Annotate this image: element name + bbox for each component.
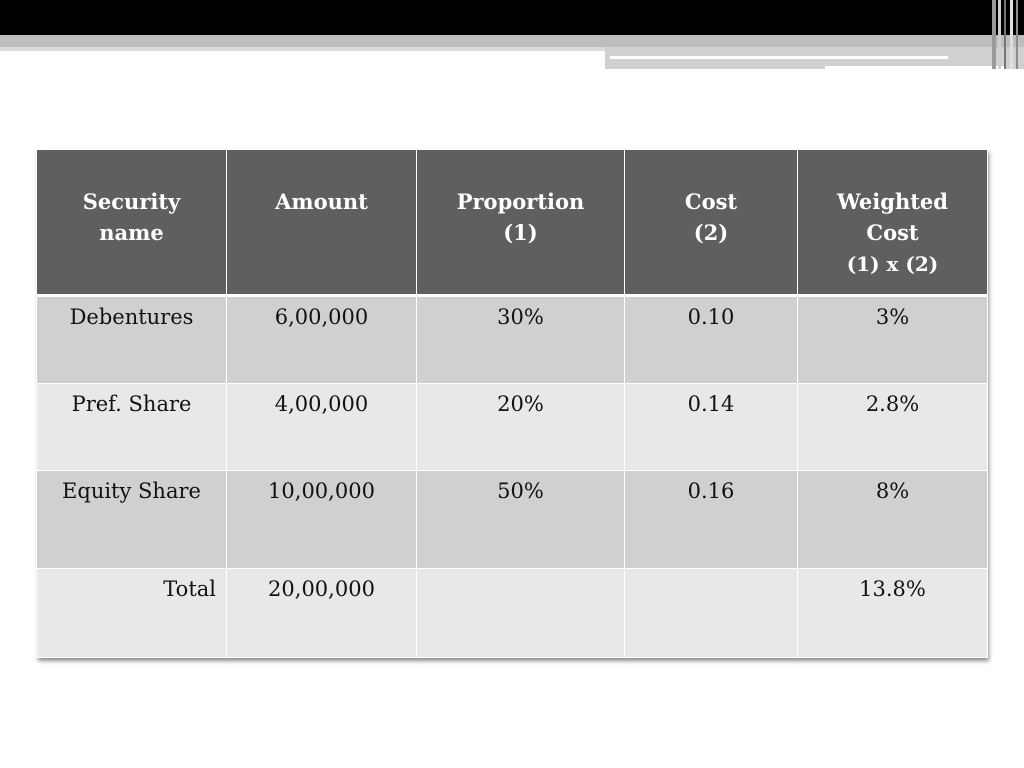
header-text: Security bbox=[82, 189, 181, 214]
cell-cost: 0.10 bbox=[624, 295, 798, 384]
cell-amount: 4,00,000 bbox=[226, 382, 417, 472]
header-text: Weighted bbox=[837, 189, 948, 214]
cell-amount: 6,00,000 bbox=[226, 295, 417, 384]
decor-stripe bbox=[1010, 0, 1013, 69]
header-amount: Amount bbox=[226, 149, 417, 297]
top-black-bar bbox=[0, 0, 1024, 35]
cell-cost: 0.14 bbox=[624, 382, 798, 472]
top-gray-bar bbox=[0, 35, 1024, 47]
header-text: (1) bbox=[503, 220, 538, 245]
cell-security-name: Pref. Share bbox=[36, 382, 227, 472]
table-row: Pref. Share 4,00,000 20% 0.14 2.8% bbox=[36, 382, 988, 472]
decor-stripe bbox=[998, 0, 1001, 69]
header-text: Cost bbox=[866, 220, 919, 245]
header-weighted-cost: Weighted Cost (1) x (2) bbox=[797, 149, 988, 297]
cell-proportion: 20% bbox=[416, 382, 625, 472]
cell-weighted-cost: 3% bbox=[797, 295, 988, 384]
cell-total-weighted-cost: 13.8% bbox=[797, 568, 988, 658]
header-row: Security name Amount Proportion (1) Cost… bbox=[36, 149, 988, 297]
top-gray-bar-thin bbox=[0, 47, 605, 51]
cell-total-label: Total bbox=[36, 568, 227, 658]
header-text: (1) x (2) bbox=[846, 252, 939, 276]
cell-proportion: 50% bbox=[416, 470, 625, 570]
table-row: Debentures 6,00,000 30% 0.10 3% bbox=[36, 295, 988, 384]
header-text: name bbox=[99, 220, 164, 245]
header-proportion: Proportion (1) bbox=[416, 149, 625, 297]
top-decor-line bbox=[825, 66, 1005, 69]
cell-cost: 0.16 bbox=[624, 470, 798, 570]
wacc-table-container: Security name Amount Proportion (1) Cost… bbox=[36, 149, 988, 658]
table-row-total: Total 20,00,000 13.8% bbox=[36, 568, 988, 658]
decor-stripe bbox=[1004, 0, 1006, 69]
header-cost: Cost (2) bbox=[624, 149, 798, 297]
header-text: (2) bbox=[693, 220, 729, 245]
decor-stripe bbox=[992, 0, 996, 69]
header-text: Proportion bbox=[456, 189, 585, 214]
cell-cost bbox=[624, 568, 798, 658]
cell-weighted-cost: 2.8% bbox=[797, 382, 988, 472]
top-decor-line bbox=[610, 56, 948, 59]
cell-weighted-cost: 8% bbox=[797, 470, 988, 570]
header-security-name: Security name bbox=[36, 149, 227, 297]
cell-security-name: Debentures bbox=[36, 295, 227, 384]
decor-stripe bbox=[1016, 0, 1018, 69]
cell-proportion bbox=[416, 568, 625, 658]
cell-security-name: Equity Share bbox=[36, 470, 227, 570]
cell-proportion: 30% bbox=[416, 295, 625, 384]
wacc-table: Security name Amount Proportion (1) Cost… bbox=[36, 149, 988, 658]
table-row: Equity Share 10,00,000 50% 0.16 8% bbox=[36, 470, 988, 570]
header-text: Cost bbox=[684, 189, 738, 214]
cell-amount: 10,00,000 bbox=[226, 470, 417, 570]
header-text: Amount bbox=[275, 189, 368, 214]
cell-total-amount: 20,00,000 bbox=[226, 568, 417, 658]
